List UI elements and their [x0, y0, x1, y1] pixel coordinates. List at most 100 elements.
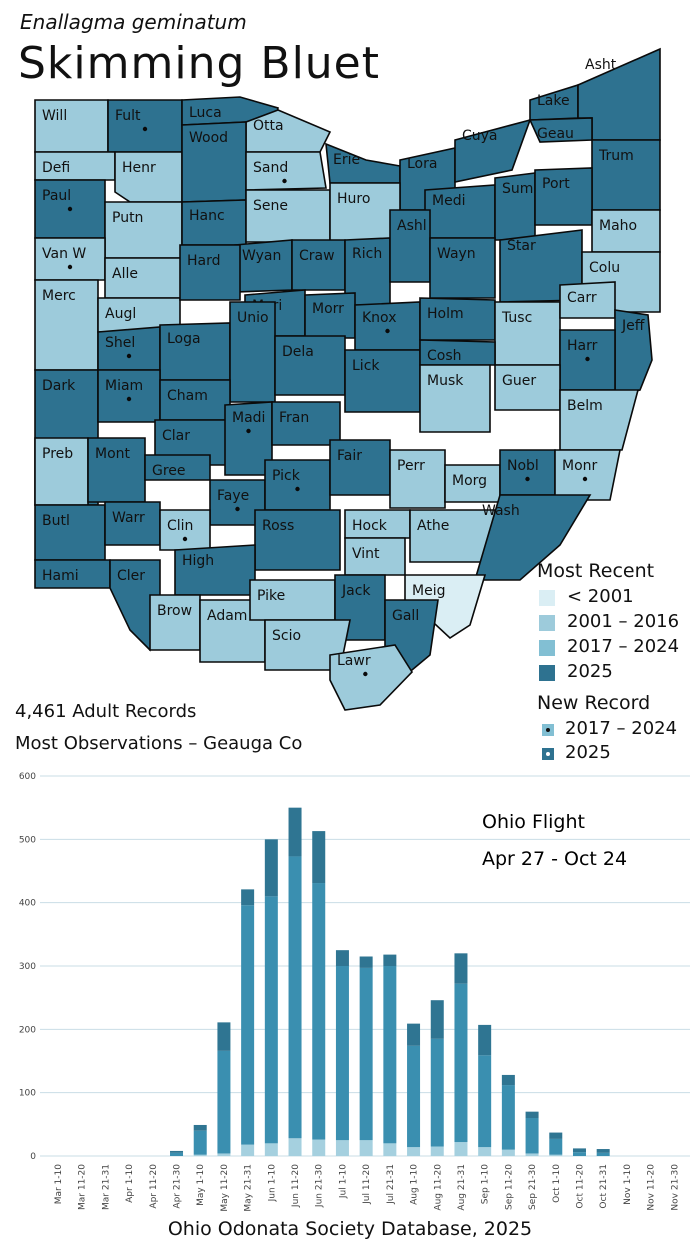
county-label-nobl: Nobl: [507, 458, 539, 474]
chart-subtitle: Apr 27 - Oct 24: [482, 848, 627, 870]
new-record-dot-icon: [525, 476, 530, 482]
bar-segment: [478, 1055, 492, 1148]
county-label-van-w: Van W: [42, 246, 86, 262]
bar-segment: [454, 1142, 468, 1156]
county-label-fair: Fair: [337, 448, 362, 464]
county-label-perr: Perr: [397, 458, 425, 474]
county-label-high: High: [182, 553, 214, 569]
county-hard: [179, 244, 241, 301]
bar-segment: [359, 1140, 373, 1156]
county-label-guer: Guer: [502, 373, 536, 389]
county-label-brow: Brow: [157, 603, 192, 619]
county-label-wood: Wood: [189, 130, 228, 146]
county-label-wayn: Wayn: [437, 246, 476, 262]
county-label-belm: Belm: [567, 398, 603, 414]
new-record-dot-icon: [295, 486, 300, 492]
county-label-gree: Gree: [152, 463, 186, 479]
county-label-cham: Cham: [167, 388, 208, 404]
bar-segment: [288, 856, 302, 1139]
x-tick-label: Sep 11-20: [504, 1164, 514, 1210]
bar-segment: [525, 1118, 539, 1154]
bar-segment: [501, 1149, 515, 1156]
bar-segment: [525, 1111, 539, 1118]
county-label-henr: Henr: [122, 160, 156, 176]
x-tick-label: May 21-31: [244, 1164, 254, 1212]
county-label-medi: Medi: [432, 193, 465, 209]
county-label-faye: Faye: [217, 488, 249, 504]
x-tick-label: May 11-20: [220, 1164, 230, 1212]
bar-segment: [193, 1124, 207, 1131]
bar-segment: [170, 1150, 184, 1153]
bar-segment: [170, 1152, 184, 1156]
most-observations: Most Observations – Geauga Co: [15, 733, 303, 754]
county-cuya: [454, 118, 532, 183]
legend-swatch: [539, 665, 555, 681]
x-tick-label: May 1-10: [196, 1164, 206, 1206]
bar-segment: [264, 839, 278, 897]
bar-segment: [478, 1147, 492, 1156]
x-tick-label: Nov 1-10: [623, 1164, 633, 1205]
county-wayn: [429, 237, 496, 299]
x-tick-label: Jul 1-10: [338, 1164, 348, 1199]
county-label-shel: Shel: [105, 335, 135, 351]
county-label-defi: Defi: [42, 160, 70, 176]
bar-segment: [383, 1143, 397, 1156]
new-record-dot-icon: [126, 353, 132, 359]
bar-segment: [407, 1023, 421, 1046]
legend-label: 2025: [567, 661, 613, 682]
x-tick-label: Aug 11-20: [433, 1164, 443, 1211]
y-tick-label: 100: [19, 1089, 36, 1099]
county-label-rich: Rich: [352, 246, 382, 262]
bar-segment: [193, 1154, 207, 1156]
county-label-putn: Putn: [112, 210, 143, 226]
bar-segment: [572, 1148, 586, 1153]
county-label-sene: Sene: [253, 198, 288, 214]
county-label-gall: Gall: [392, 608, 419, 624]
county-label-alle: Alle: [112, 266, 138, 282]
bar-segment: [288, 807, 302, 857]
y-tick-label: 200: [19, 1025, 36, 1035]
county-label-ashl: Ashl: [397, 218, 427, 234]
bar-segment: [525, 1153, 539, 1156]
x-tick-label: Nov 11-20: [647, 1164, 657, 1211]
legend-label: 2017 – 2024: [565, 718, 678, 739]
y-tick-label: 400: [19, 899, 36, 909]
bar-segment: [335, 966, 349, 1141]
county-label-harr: Harr: [567, 338, 598, 354]
county-label-hanc: Hanc: [189, 208, 225, 224]
flight-chart: 0 100 200 300 400 500 600 Mar 1-10 Mar 11-20 Mar…: [19, 772, 690, 1212]
county-label-adam: Adam: [207, 608, 247, 624]
bar-segment: [264, 1143, 278, 1156]
bar-segment: [478, 1024, 492, 1056]
bar-segment: [217, 1022, 231, 1051]
bar-segment: [596, 1149, 610, 1153]
bar-segment: [501, 1074, 515, 1086]
x-tick-label: Mar 11-20: [78, 1164, 88, 1210]
new-record-dot-icon: [582, 476, 588, 482]
county-label-loga: Loga: [167, 331, 201, 347]
county-label-lora: Lora: [407, 156, 437, 172]
county-label-mont: Mont: [95, 446, 131, 462]
county-label-augl: Augl: [105, 306, 136, 322]
bar-segment: [193, 1130, 207, 1155]
county-musk: [419, 364, 491, 433]
county-label-fult: Fult: [115, 108, 141, 124]
county-label-pike: Pike: [257, 588, 285, 604]
county-label-hard: Hard: [187, 253, 221, 269]
new-record-dot-icon: [182, 536, 188, 542]
scientific-name: Enallagma geminatum: [20, 10, 247, 34]
x-tick-label: Apr 11-20: [149, 1164, 159, 1209]
legend-label: 2001 – 2016: [567, 611, 680, 632]
bar-segment: [549, 1138, 563, 1155]
records-count: 4,461 Adult Records: [15, 701, 197, 722]
new-record-dot-icon: [246, 428, 251, 434]
new-record-dot-icon: [385, 328, 390, 334]
x-tick-label: Sep 21-30: [528, 1164, 538, 1210]
county-label-jack: Jack: [341, 583, 371, 599]
bar-segment: [335, 950, 349, 966]
county-label-cuya: Cuya: [462, 128, 498, 144]
x-tick-label: Apr 1-10: [125, 1164, 135, 1203]
x-tick-label: Jul 11-20: [362, 1164, 372, 1205]
bar-segment: [241, 889, 255, 906]
county-label-fran: Fran: [279, 410, 309, 426]
